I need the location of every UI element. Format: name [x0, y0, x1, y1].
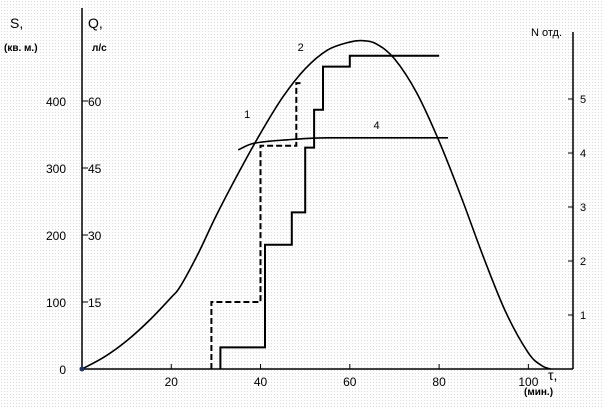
y-right-n-tick-label: 5 — [580, 94, 586, 106]
y-left-q-tick-label: 15 — [88, 296, 102, 310]
series-1-line — [81, 39, 551, 370]
tick-marks — [82, 98, 573, 370]
curve-label-1: 1 — [244, 109, 250, 121]
y-left-q-unit: л/с — [92, 43, 107, 54]
series-4-line — [237, 137, 449, 151]
curve-label-4: 4 — [374, 120, 380, 132]
x-tick-label: 80 — [432, 375, 446, 389]
x-axis-unit: (мин.) — [524, 387, 553, 398]
y-left-s-tick-label: 200 — [46, 229, 66, 243]
y-right-n-tick-label: 4 — [580, 148, 586, 160]
x-axis-label: τ, — [548, 367, 557, 383]
y-left-q-label: Q, — [88, 15, 103, 31]
x-tick-label: 100 — [518, 375, 538, 389]
y-left-q-tick-label: 45 — [88, 162, 102, 176]
y-left-s-unit: (кв. м.) — [4, 43, 38, 54]
y-left-s-tick-label: 100 — [46, 296, 66, 310]
y-right-n-tick-label: 1 — [580, 310, 586, 322]
y-right-n-label: N отд. — [531, 27, 562, 39]
y-left-s-tick-label: 0 — [59, 363, 66, 377]
y-left-q-tick-label: 60 — [88, 95, 102, 109]
curve-label-2: 2 — [298, 42, 304, 54]
x-tick-label: 40 — [254, 375, 268, 389]
series-group — [79, 39, 551, 372]
x-tick-label: 60 — [343, 375, 357, 389]
y-right-n-tick-label: 2 — [580, 256, 586, 268]
origin-marker — [79, 366, 85, 372]
y-left-s-label: S, — [10, 15, 23, 31]
y-left-q-tick-label: 30 — [88, 229, 102, 243]
label-group: S, (кв. м.) Q, л/с N отд. τ, (мин.) 20 40… — [4, 15, 586, 398]
x-tick-label: 20 — [165, 375, 179, 389]
y-left-s-tick-label: 300 — [46, 162, 66, 176]
y-right-n-tick-label: 3 — [580, 202, 586, 214]
series-3-line — [219, 54, 440, 369]
y-left-s-tick-label: 400 — [46, 95, 66, 109]
series-2-line — [210, 82, 301, 369]
axes — [81, 8, 574, 370]
